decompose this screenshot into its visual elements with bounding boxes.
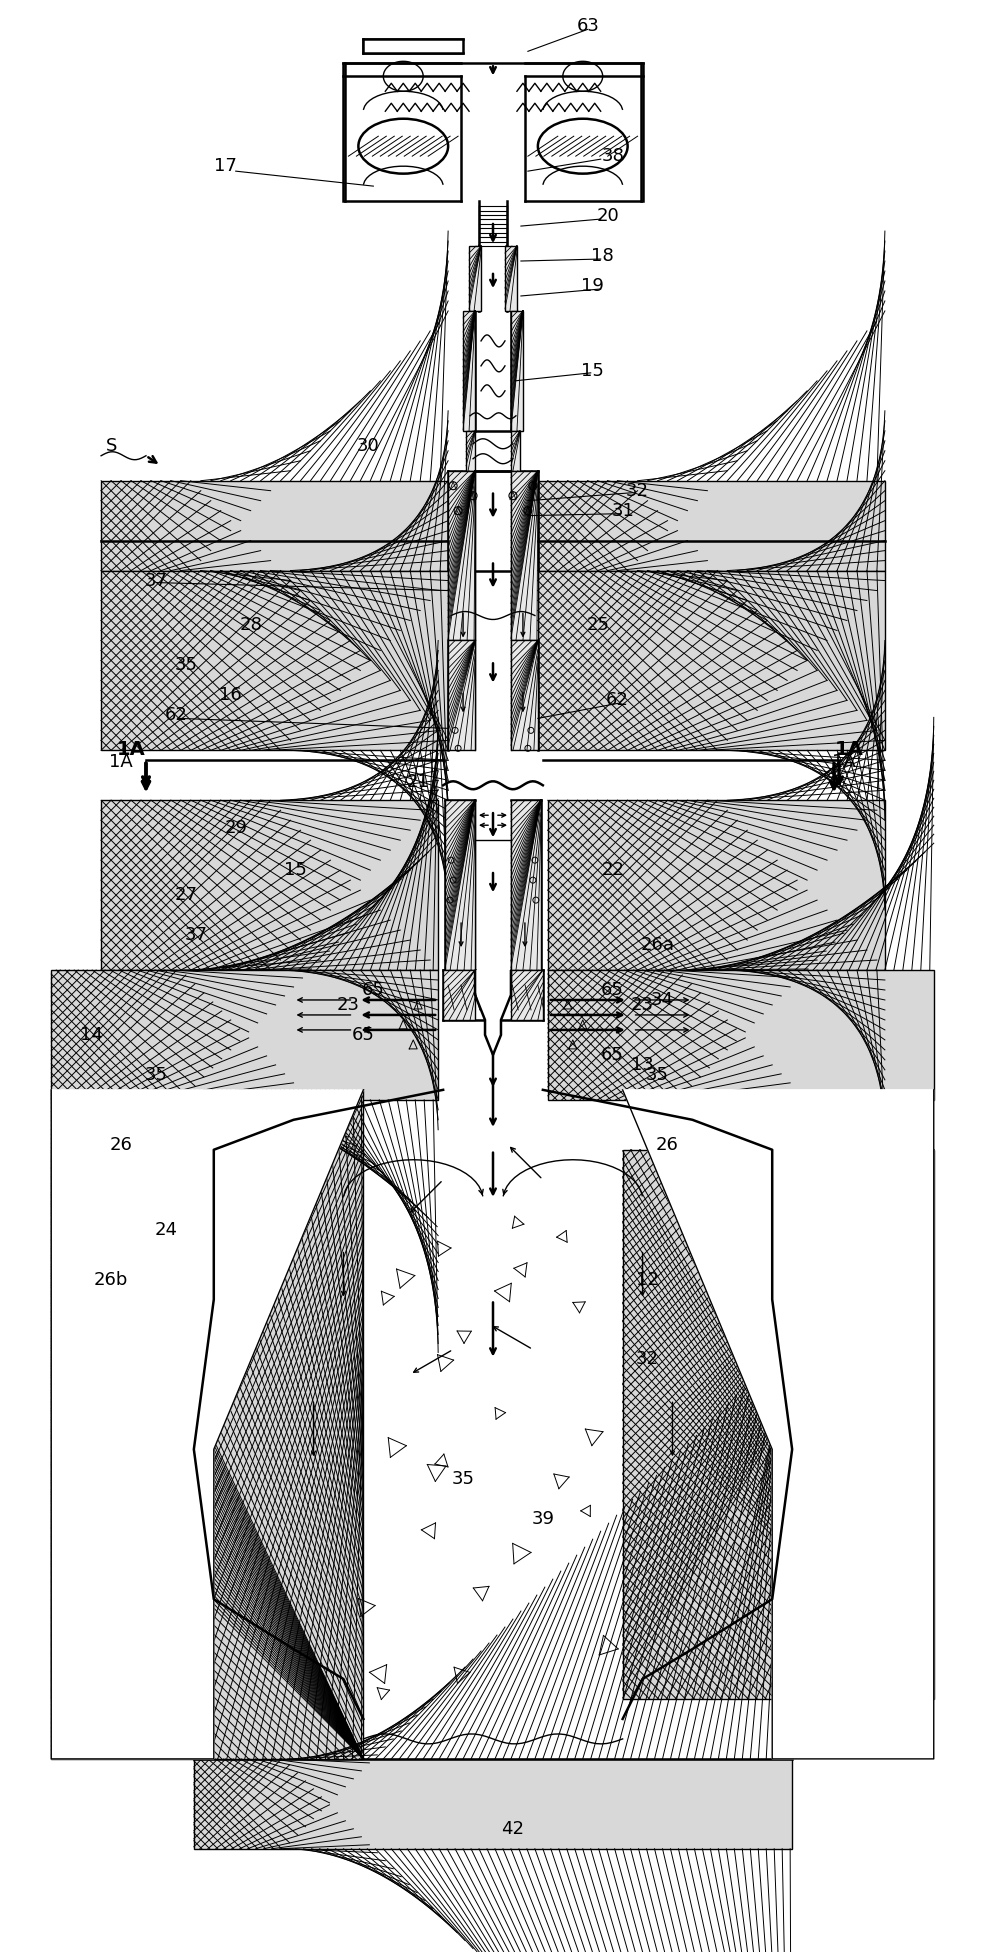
Text: 1A: 1A [109,754,133,771]
Text: 42: 42 [502,1820,525,1838]
Bar [51,1090,364,1760]
Text: 26: 26 [109,1137,132,1154]
Bar [469,246,481,311]
Text: 27: 27 [175,887,197,904]
Text: 12: 12 [636,1271,659,1289]
Text: 18: 18 [592,246,614,266]
Bar [511,311,523,432]
Text: 35: 35 [452,1471,474,1488]
Polygon shape [51,1090,364,1760]
Text: 19: 19 [582,277,604,295]
Text: 21: 21 [407,773,430,791]
Bar [443,971,475,1019]
Text: 1A: 1A [832,754,856,771]
Bar [364,39,463,53]
Text: 1A: 1A [116,740,145,760]
Bar [448,471,475,641]
Text: 17: 17 [214,156,238,176]
Text: 22: 22 [601,861,624,879]
Text: 35: 35 [646,1066,669,1084]
Text: 35: 35 [145,1066,168,1084]
Text: 25: 25 [587,617,609,635]
Bar [194,1760,792,1849]
Polygon shape [622,1090,934,1760]
Text: 29: 29 [224,818,247,838]
Bar [448,641,475,750]
Bar [511,471,538,641]
Text: 1A: 1A [834,740,864,760]
Bar [505,246,517,311]
Bar [511,432,520,471]
Text: 15: 15 [284,861,307,879]
Text: 37: 37 [145,572,168,590]
Text: 35: 35 [175,656,197,674]
Text: 62: 62 [606,691,629,709]
Text: 63: 63 [576,18,599,35]
Text: 28: 28 [240,617,262,635]
Text: 20: 20 [597,207,619,225]
Bar [102,480,448,570]
Bar [511,641,538,750]
Bar [538,570,884,750]
Text: 37: 37 [184,926,207,943]
Text: 13: 13 [631,1057,654,1074]
Bar [548,971,934,1100]
Text: S: S [106,437,116,455]
Bar [511,971,543,1019]
Text: 32: 32 [636,1350,659,1369]
Text: 26: 26 [656,1137,679,1154]
Bar [538,480,884,570]
Text: 14: 14 [80,1025,103,1045]
Bar [511,801,541,971]
Text: 38: 38 [601,146,624,166]
Text: 24: 24 [155,1221,177,1238]
Bar [466,432,475,471]
Bar [102,801,438,971]
Text: 65: 65 [362,980,385,1000]
Ellipse shape [358,119,448,174]
Bar [51,971,438,1100]
Text: 23: 23 [631,996,654,1014]
Text: 65: 65 [601,980,624,1000]
Text: 26b: 26b [94,1271,128,1289]
Text: 26a: 26a [641,935,674,955]
Bar [102,570,448,750]
Text: 62: 62 [165,707,187,725]
Bar [51,1150,204,1699]
Text: 39: 39 [531,1510,554,1529]
Bar [548,801,884,971]
Text: 34: 34 [651,990,674,1010]
Polygon shape [475,971,511,1055]
Text: 23: 23 [337,996,360,1014]
Ellipse shape [538,119,628,174]
Bar [463,311,475,432]
Text: 31: 31 [611,502,634,519]
Text: 32: 32 [626,482,649,500]
Text: 30: 30 [357,437,380,455]
Bar [445,801,475,971]
Text: 16: 16 [219,686,243,705]
Text: 65: 65 [601,1047,624,1064]
Text: 15: 15 [582,361,604,381]
Bar [622,1150,934,1699]
Text: 65: 65 [352,1025,375,1045]
